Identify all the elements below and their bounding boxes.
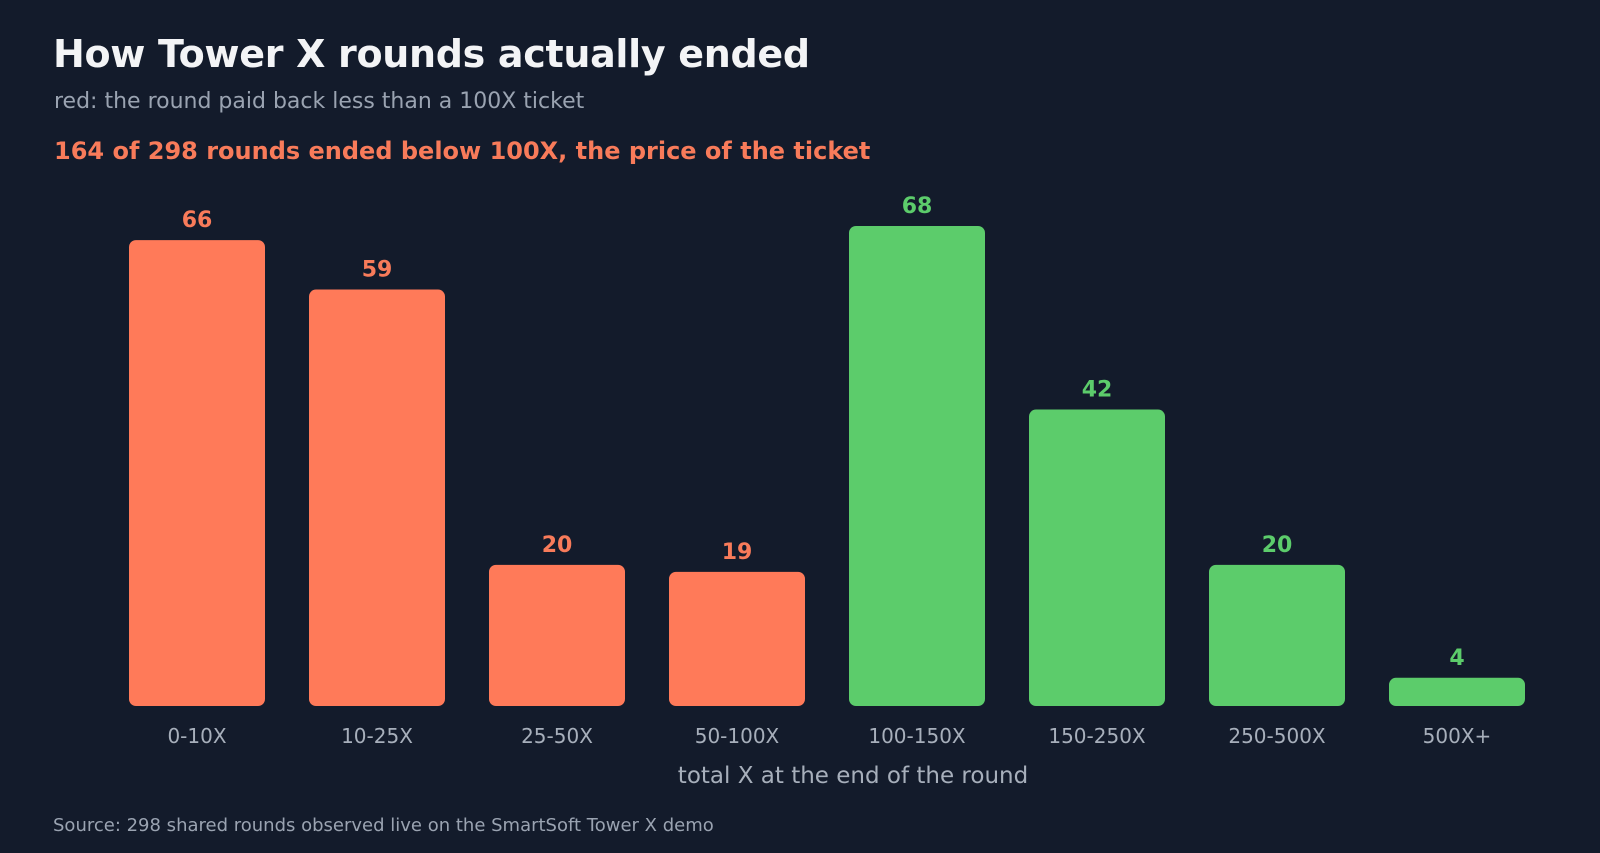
- bar-50-100X: [669, 571, 805, 706]
- x-tick-label-150-250X: 150-250X: [1048, 724, 1146, 748]
- x-tick-label-100-150X: 100-150X: [868, 724, 966, 748]
- chart-title: How Tower X rounds actually ended: [53, 32, 810, 76]
- x-tick-label-0-10X: 0-10X: [167, 724, 226, 748]
- bar-500X+: [1389, 677, 1525, 706]
- bar-100-150X: [849, 226, 985, 706]
- value-label-250-500X: 20: [1262, 533, 1293, 558]
- value-label-50-100X: 19: [722, 540, 753, 565]
- x-tick-label-50-100X: 50-100X: [695, 724, 780, 748]
- chart-annotation: 164 of 298 rounds ended below 100X, the …: [54, 137, 871, 165]
- x-tick-label-500X+: 500X+: [1423, 724, 1492, 748]
- x-tick-label-25-50X: 25-50X: [521, 724, 593, 748]
- value-label-500X+: 4: [1449, 646, 1464, 671]
- bar-250-500X: [1209, 564, 1345, 706]
- value-label-0-10X: 66: [182, 208, 213, 233]
- value-label-25-50X: 20: [542, 533, 573, 558]
- bar-25-50X: [489, 564, 625, 706]
- value-label-10-25X: 59: [362, 258, 393, 283]
- bar-150-250X: [1029, 409, 1165, 706]
- bar-10-25X: [309, 289, 445, 706]
- x-tick-labels-group: 0-10X 10-25X 25-50X 50-100X 100-150X 150-250X…: [167, 724, 1491, 748]
- x-axis-label: total X at the end of the round: [678, 763, 1028, 789]
- chart-subtitle: red: the round paid back less than a 100…: [54, 89, 585, 114]
- value-labels-group: 66 59 20 19 68 42 20 4: [182, 194, 1465, 671]
- x-tick-label-250-500X: 250-500X: [1228, 724, 1326, 748]
- bars-group: [129, 226, 1525, 706]
- x-tick-label-10-25X: 10-25X: [341, 724, 413, 748]
- value-label-100-150X: 68: [902, 194, 933, 219]
- source-note: Source: 298 shared rounds observed live …: [53, 815, 714, 836]
- value-label-150-250X: 42: [1082, 378, 1113, 403]
- bar-0-10X: [129, 240, 265, 706]
